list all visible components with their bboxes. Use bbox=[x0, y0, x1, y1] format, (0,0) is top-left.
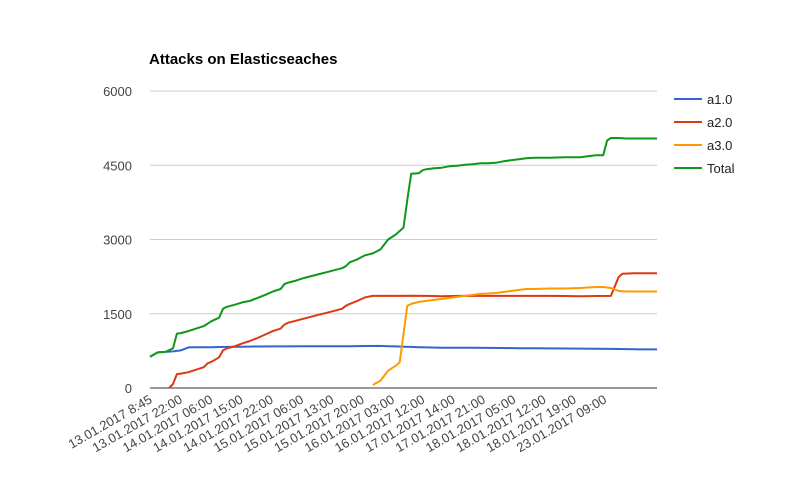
series-line-total bbox=[149, 137, 657, 358]
y-tick-label: 0 bbox=[125, 381, 132, 396]
gridlines bbox=[150, 90, 657, 389]
series-line-a2-0 bbox=[168, 272, 657, 389]
chart-title: Attacks on Elasticseaches bbox=[149, 51, 338, 68]
y-tick-label: 6000 bbox=[103, 84, 132, 99]
series-lines bbox=[149, 137, 657, 389]
series-line-a3-0 bbox=[372, 286, 657, 386]
legend-label: Total bbox=[707, 161, 735, 176]
legend-label: a2.0 bbox=[707, 115, 732, 130]
y-tick-label: 3000 bbox=[103, 233, 132, 248]
y-axis-ticks: 0 1500 3000 4500 6000 bbox=[103, 84, 132, 396]
y-tick-label: 1500 bbox=[103, 307, 132, 322]
y-tick-label: 4500 bbox=[103, 158, 132, 173]
series-line-a1-0 bbox=[149, 344, 657, 358]
legend-label: a3.0 bbox=[707, 138, 732, 153]
legend-label: a1.0 bbox=[707, 92, 732, 107]
legend: a1.0 a2.0 a3.0 Total bbox=[674, 92, 735, 176]
